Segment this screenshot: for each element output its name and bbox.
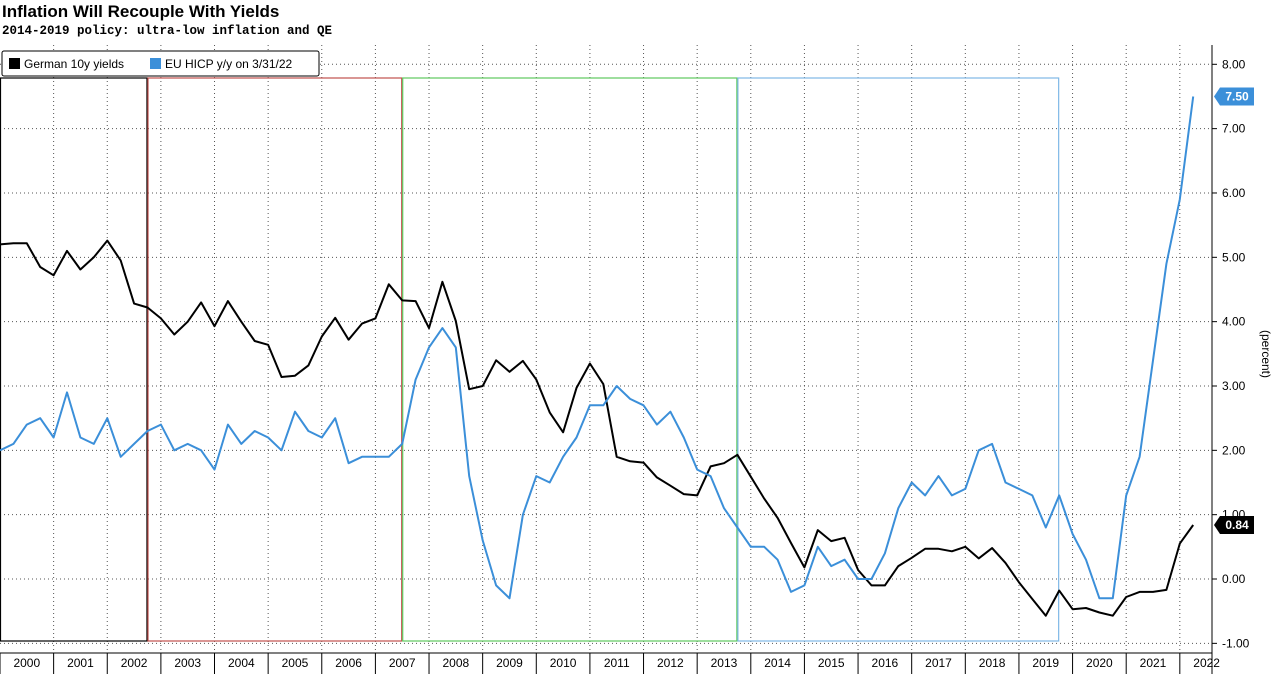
x-tick-label: 2021 [1140,656,1167,670]
x-tick-label: 2019 [1032,656,1059,670]
chart-subtitle: 2014-2019 policy: ultra-low inflation an… [2,24,333,38]
x-tick-label: 2003 [174,656,201,670]
y-tick-label: 4.00 [1222,315,1246,329]
y-tick-label: 7.00 [1222,122,1246,136]
axes: 8.007.006.005.004.003.002.001.000.00-1.0… [0,45,1250,674]
gridlines [0,45,1212,653]
x-tick-label: 2007 [389,656,416,670]
x-tick-label: 2010 [550,656,577,670]
legend-swatch [9,58,20,69]
x-tick-label: 2011 [604,656,630,670]
y-tick-label: 3.00 [1222,379,1246,393]
last-value-tag [1214,515,1254,534]
x-tick-label: 2020 [1086,656,1113,670]
y-tick-label: 6.00 [1222,186,1246,200]
y-tick-label: 5.00 [1222,250,1246,264]
x-tick-label: 2013 [711,656,738,670]
period-boxes [0,77,1060,642]
x-tick-label: 2014 [764,656,791,670]
y-tick-label: 2.00 [1222,443,1246,457]
period-box [737,77,1060,642]
legend-swatch [150,58,161,69]
y-axis-label: (percent) [1259,330,1273,378]
last-value-label: 7.50 [1225,89,1249,103]
series-line-german-10y-yields [0,239,1195,617]
x-tick-label: 2001 [67,656,94,670]
legend-label: EU HICP y/y on 3/31/22 [165,57,293,71]
x-tick-label: 2009 [496,656,523,670]
x-tick-label: 2012 [657,656,684,670]
x-tick-label: 2000 [13,656,40,670]
x-tick-label: 2008 [442,656,469,670]
x-tick-label: 2005 [282,656,309,670]
x-tick-label: 2002 [121,656,148,670]
period-box [0,77,148,642]
y-tick-label: 8.00 [1222,57,1246,71]
series-line-eu-hicp [0,96,1195,600]
legend-label: German 10y yields [24,57,124,71]
series-lines [0,96,1195,617]
chart-title: Inflation Will Recouple With Yields [2,2,280,21]
y-tick-label: -1.00 [1222,636,1250,650]
x-tick-label: 2022 [1193,656,1220,670]
period-box [147,77,403,642]
period-box [402,77,738,642]
last-value-label: 0.84 [1225,518,1249,532]
y-tick-label: 0.00 [1222,572,1246,586]
x-tick-label: 2016 [872,656,899,670]
x-tick-label: 2006 [335,656,362,670]
x-tick-label: 2018 [979,656,1006,670]
legend: German 10y yields EU HICP y/y on 3/31/22 [1,50,320,77]
x-tick-label: 2004 [228,656,255,670]
x-tick-label: 2017 [925,656,952,670]
x-tick-label: 2015 [818,656,845,670]
last-value-tags: 7.50 0.84 [1214,87,1254,534]
last-value-tag [1214,87,1254,106]
